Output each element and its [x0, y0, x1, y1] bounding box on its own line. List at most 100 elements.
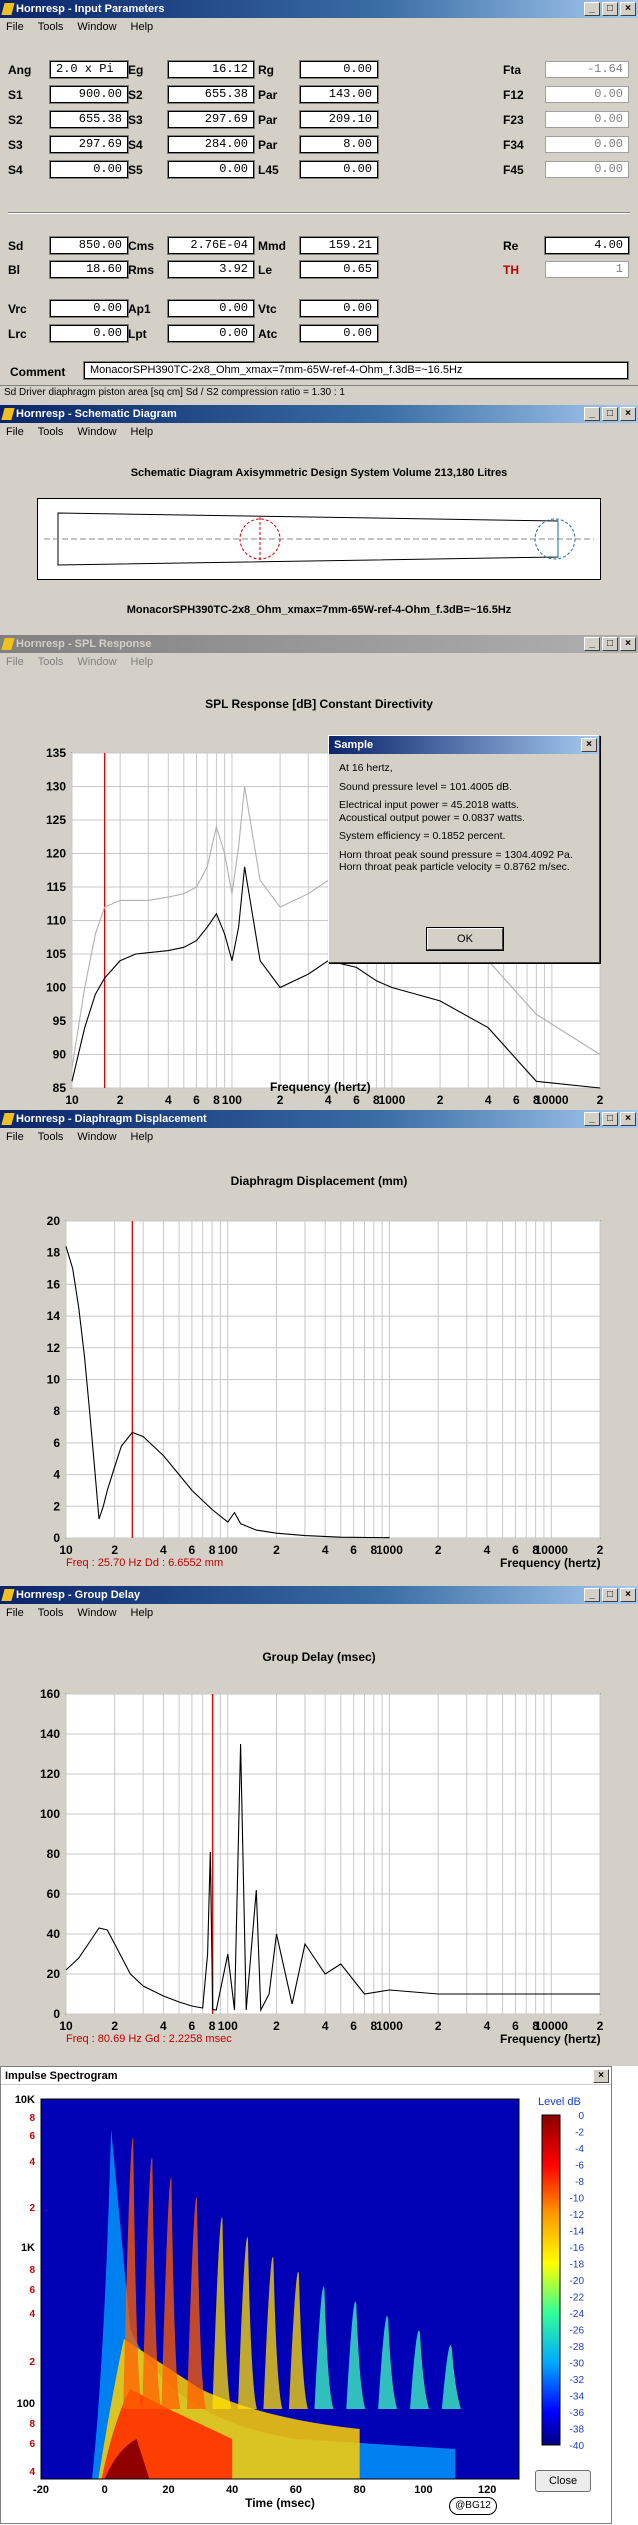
x-tick-label: 2: [597, 1543, 604, 1557]
param-field-lrc[interactable]: 0.00: [49, 324, 129, 343]
param-label-lrc: Lrc: [8, 327, 27, 341]
param-field-vrc[interactable]: 0.00: [49, 299, 129, 318]
dialog-line: Horn throat peak particle velocity = 0.8…: [339, 861, 570, 873]
close-button[interactable]: ×: [620, 1588, 636, 1602]
menu-window[interactable]: Window: [77, 21, 117, 33]
param-field-s4[interactable]: 284.00: [167, 135, 255, 154]
menu-window[interactable]: Window: [77, 426, 117, 438]
close-button[interactable]: ×: [593, 2069, 609, 2083]
param-field-s3[interactable]: 297.69: [167, 110, 255, 129]
param-field-s3[interactable]: 297.69: [49, 135, 129, 154]
menu-tools[interactable]: Tools: [37, 21, 64, 33]
dialog-ok-button[interactable]: OK: [426, 927, 504, 951]
schematic-heading: Schematic Diagram Axisymmetric Design Sy…: [130, 467, 508, 479]
param-field-rms[interactable]: 3.92: [167, 260, 255, 279]
close-button[interactable]: ×: [620, 2, 636, 16]
param-field-par[interactable]: 8.00: [299, 135, 379, 154]
spectrogram-titlebar[interactable]: Impulse Spectrogram ×: [1, 2067, 611, 2085]
hornresp-app-icon: [1, 3, 15, 15]
param-field-s1[interactable]: 900.00: [49, 85, 129, 104]
resonance-streak: [410, 2330, 430, 2409]
maximize-button[interactable]: □: [602, 2, 618, 16]
hornresp-app-icon: [1, 638, 15, 650]
menu-help[interactable]: Help: [130, 21, 154, 33]
menu-file[interactable]: File: [6, 21, 24, 33]
menu-window[interactable]: Window: [77, 1131, 117, 1143]
minimize-button[interactable]: _: [584, 1112, 600, 1126]
menu-window[interactable]: Window: [77, 656, 117, 668]
spectrogram-window: Impulse Spectrogram × 10K 8 6 4 2 1K 8 6 4 2 100 8 6…: [0, 2066, 612, 2524]
param-field-f45: 0.00: [545, 161, 629, 178]
menu-help[interactable]: Help: [130, 1131, 154, 1143]
x-tick-label: 10: [59, 1543, 73, 1557]
menu-help[interactable]: Help: [130, 426, 154, 438]
resonance-streak: [288, 2271, 308, 2409]
maximize-button[interactable]: □: [602, 637, 618, 651]
schematic-window: Hornresp - Schematic Diagram _ □ × File To…: [0, 405, 638, 635]
param-field-ap1[interactable]: 0.00: [167, 299, 255, 318]
menu-file[interactable]: File: [6, 1131, 24, 1143]
param-field-vtc[interactable]: 0.00: [299, 299, 379, 318]
dialog-close-button[interactable]: ×: [581, 738, 597, 752]
menu-help[interactable]: Help: [130, 656, 154, 668]
minimize-button[interactable]: _: [584, 637, 600, 651]
sample-dialog-titlebar[interactable]: Sample ×: [329, 736, 599, 754]
menu-help[interactable]: Help: [130, 1607, 154, 1619]
param-field-s5[interactable]: 0.00: [167, 160, 255, 179]
param-field-lpt[interactable]: 0.00: [167, 324, 255, 343]
y-tick-label: 16: [47, 1277, 61, 1291]
param-field-eg[interactable]: 16.12: [167, 60, 255, 79]
param-label-s2: S2: [8, 113, 23, 127]
param-field-re[interactable]: 4.00: [544, 236, 630, 255]
param-field-s2[interactable]: 655.38: [167, 85, 255, 104]
maximize-button[interactable]: □: [602, 1588, 618, 1602]
param-field-par[interactable]: 209.10: [299, 110, 379, 129]
param-field-rg[interactable]: 0.00: [299, 60, 379, 79]
menu-tools[interactable]: Tools: [37, 426, 64, 438]
param-field-sd[interactable]: 850.00: [49, 236, 129, 255]
minimize-button[interactable]: _: [584, 2, 600, 16]
group-delay-titlebar[interactable]: Hornresp - Group Delay _ □ ×: [0, 1586, 638, 1604]
spectrogram-close-button[interactable]: Close: [535, 2470, 591, 2492]
input-titlebar[interactable]: Hornresp - Input Parameters _ □ ×: [0, 0, 638, 18]
bg12-badge: @BG12: [449, 2497, 497, 2515]
param-label-bl: Bl: [8, 263, 20, 277]
param-field-par[interactable]: 143.00: [299, 85, 379, 104]
maximize-button[interactable]: □: [602, 407, 618, 421]
menu-file[interactable]: File: [6, 1607, 24, 1619]
param-field-le[interactable]: 0.65: [299, 260, 379, 279]
spl-window: Hornresp - SPL Response _ □ × File Tools W…: [0, 635, 638, 1110]
param-field-ang[interactable]: 2.0 x Pi: [49, 60, 129, 79]
schematic-titlebar[interactable]: Hornresp - Schematic Diagram _ □ ×: [0, 405, 638, 423]
menu-file[interactable]: File: [6, 656, 24, 668]
spl-titlebar[interactable]: Hornresp - SPL Response _ □ ×: [0, 635, 638, 653]
close-button[interactable]: ×: [620, 637, 636, 651]
param-field-l45[interactable]: 0.00: [299, 160, 379, 179]
level-tick-label: -16: [570, 2243, 585, 2254]
param-field-atc[interactable]: 0.00: [299, 324, 379, 343]
displacement-readout: Freq : 25.70 Hz Dd : 6.6552 mm: [66, 1557, 224, 1569]
close-button[interactable]: ×: [620, 1112, 636, 1126]
x-tick-label: 2: [437, 1093, 444, 1107]
close-button[interactable]: ×: [620, 407, 636, 421]
maximize-button[interactable]: □: [602, 1112, 618, 1126]
window-title: Hornresp - Group Delay: [16, 1589, 141, 1601]
menu-window[interactable]: Window: [77, 1607, 117, 1619]
displacement-titlebar[interactable]: Hornresp - Diaphragm Displacement _ □ ×: [0, 1110, 638, 1128]
param-label-s3: S3: [8, 138, 23, 152]
schematic-diagram: [37, 498, 601, 580]
param-field-bl[interactable]: 18.60: [49, 260, 129, 279]
menu-file[interactable]: File: [6, 426, 24, 438]
param-field-s4[interactable]: 0.00: [49, 160, 129, 179]
minimize-button[interactable]: _: [584, 407, 600, 421]
menu-tools[interactable]: Tools: [37, 1607, 64, 1619]
param-field-mmd[interactable]: 159.21: [299, 236, 379, 255]
comment-field[interactable]: MonacorSPH390TC-2x8_Ohm_xmax=7mm-65W-ref…: [83, 361, 629, 380]
window-title: Impulse Spectrogram: [5, 2070, 118, 2082]
menu-tools[interactable]: Tools: [37, 656, 64, 668]
param-field-cms[interactable]: 2.76E-04: [167, 236, 255, 255]
minimize-button[interactable]: _: [584, 1588, 600, 1602]
param-field-fta: -1.64: [545, 61, 629, 78]
menu-tools[interactable]: Tools: [37, 1131, 64, 1143]
param-field-s2[interactable]: 655.38: [49, 110, 129, 129]
